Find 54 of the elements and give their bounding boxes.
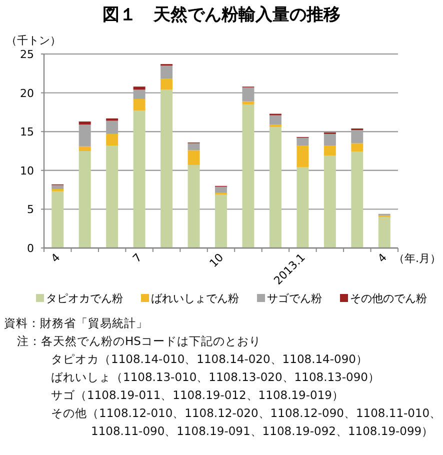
- bar: [242, 104, 254, 248]
- x-tick-label: 4: [375, 250, 390, 266]
- bar: [133, 99, 146, 111]
- bar: [242, 101, 254, 104]
- y-tick-label: 15: [20, 126, 34, 139]
- legend-label: サゴでん粉: [267, 292, 322, 305]
- chart-title: 図１ 天然でん粉輸入量の推移: [102, 5, 340, 25]
- text: 資料：財務省「貿易統計」: [4, 315, 149, 332]
- bar: [160, 90, 173, 248]
- bar: [269, 126, 282, 248]
- bar: [78, 122, 91, 125]
- bar: [351, 152, 364, 248]
- bar: [133, 86, 146, 90]
- bar: [215, 186, 227, 193]
- y-tick-label: 0: [27, 242, 34, 255]
- bar: [296, 167, 309, 248]
- x-axis-title: （年.月）: [394, 252, 441, 265]
- y-tick-label: 20: [20, 86, 34, 100]
- bar: [52, 185, 64, 190]
- legend-label: その他のでん粉: [350, 292, 427, 305]
- bar: [215, 194, 227, 248]
- bar: [188, 143, 200, 150]
- bar: [78, 146, 91, 151]
- bar: [324, 134, 336, 146]
- y-axis-title: （千トン）: [6, 34, 61, 47]
- bar: [324, 146, 336, 156]
- bar: [269, 115, 282, 125]
- bar: [52, 191, 64, 248]
- x-tick-label: 7: [130, 250, 144, 266]
- bar: [378, 216, 390, 248]
- text: タピオカ（1108.14-010、1108.14-020、1108.14-090）: [50, 351, 369, 368]
- bar: [188, 150, 200, 165]
- bar: [296, 146, 309, 168]
- y-tick-label: 25: [20, 48, 34, 61]
- bar: [296, 138, 309, 146]
- x-tick-label: 4: [48, 250, 63, 266]
- bar: [160, 78, 173, 90]
- x-tick-label: 10: [207, 250, 226, 270]
- y-tick-label: 5: [27, 203, 34, 216]
- bar: [133, 110, 146, 248]
- bar: [106, 146, 118, 248]
- legend-label: ばれいしょでん粉: [151, 292, 239, 305]
- text: ばれいしょ（1108.13-010、1108.13-020、1108.13-090）: [50, 369, 381, 386]
- text: サゴ（1108.19-011、1108.19-012、1108.19-019）: [50, 387, 345, 404]
- bar: [351, 143, 364, 152]
- bar: [188, 164, 200, 248]
- bar: [160, 66, 173, 79]
- text: 注：各天然でん粉のHSコードは下記のとおり: [16, 333, 262, 350]
- bar: [324, 156, 336, 248]
- bar: [106, 134, 118, 146]
- text: その他（1108.12-010、1108.12-020、1108.12-090、1108.11-010、1108.11-090、1108.19-091、1108.19-092、1108.19-099）: [50, 405, 442, 440]
- legend-label: タピオカでん粉: [46, 292, 123, 305]
- y-tick-label: 10: [20, 164, 34, 178]
- bar: [78, 151, 91, 248]
